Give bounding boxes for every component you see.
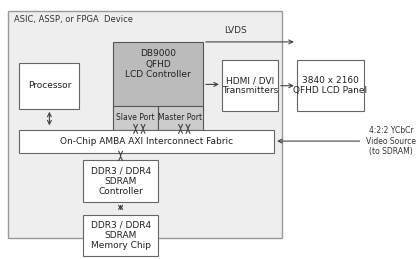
Bar xyxy=(222,60,278,111)
Text: ASIC, ASSP, or FPGA  Device: ASIC, ASSP, or FPGA Device xyxy=(14,15,133,24)
Text: DDR3 / DDR4
SDRAM
Memory Chip: DDR3 / DDR4 SDRAM Memory Chip xyxy=(91,220,150,250)
Bar xyxy=(83,214,158,256)
Bar xyxy=(19,130,274,153)
Text: 4:2:2 YCbCr
Video Source
(to SDRAM): 4:2:2 YCbCr Video Source (to SDRAM) xyxy=(366,126,416,156)
Bar xyxy=(113,42,203,111)
Text: 3840 x 2160
QFHD LCD Panel: 3840 x 2160 QFHD LCD Panel xyxy=(293,76,367,95)
Bar xyxy=(113,106,158,130)
Text: HDMI / DVI
Transmitters: HDMI / DVI Transmitters xyxy=(222,76,278,95)
Text: DB9000
QFHD
LCD Controller: DB9000 QFHD LCD Controller xyxy=(125,49,191,79)
Text: On-Chip AMBA AXI Interconnect Fabric: On-Chip AMBA AXI Interconnect Fabric xyxy=(60,136,233,146)
Bar xyxy=(158,106,203,130)
Text: Slave Port: Slave Port xyxy=(116,113,155,123)
Bar xyxy=(297,60,364,111)
Bar xyxy=(8,11,282,238)
Text: LVDS: LVDS xyxy=(224,26,246,35)
Bar xyxy=(83,160,158,202)
Text: DDR3 / DDR4
SDRAM
Controller: DDR3 / DDR4 SDRAM Controller xyxy=(91,166,150,196)
Text: Processor: Processor xyxy=(28,81,71,90)
Text: Master Port: Master Port xyxy=(158,113,203,123)
Bar xyxy=(19,62,79,109)
